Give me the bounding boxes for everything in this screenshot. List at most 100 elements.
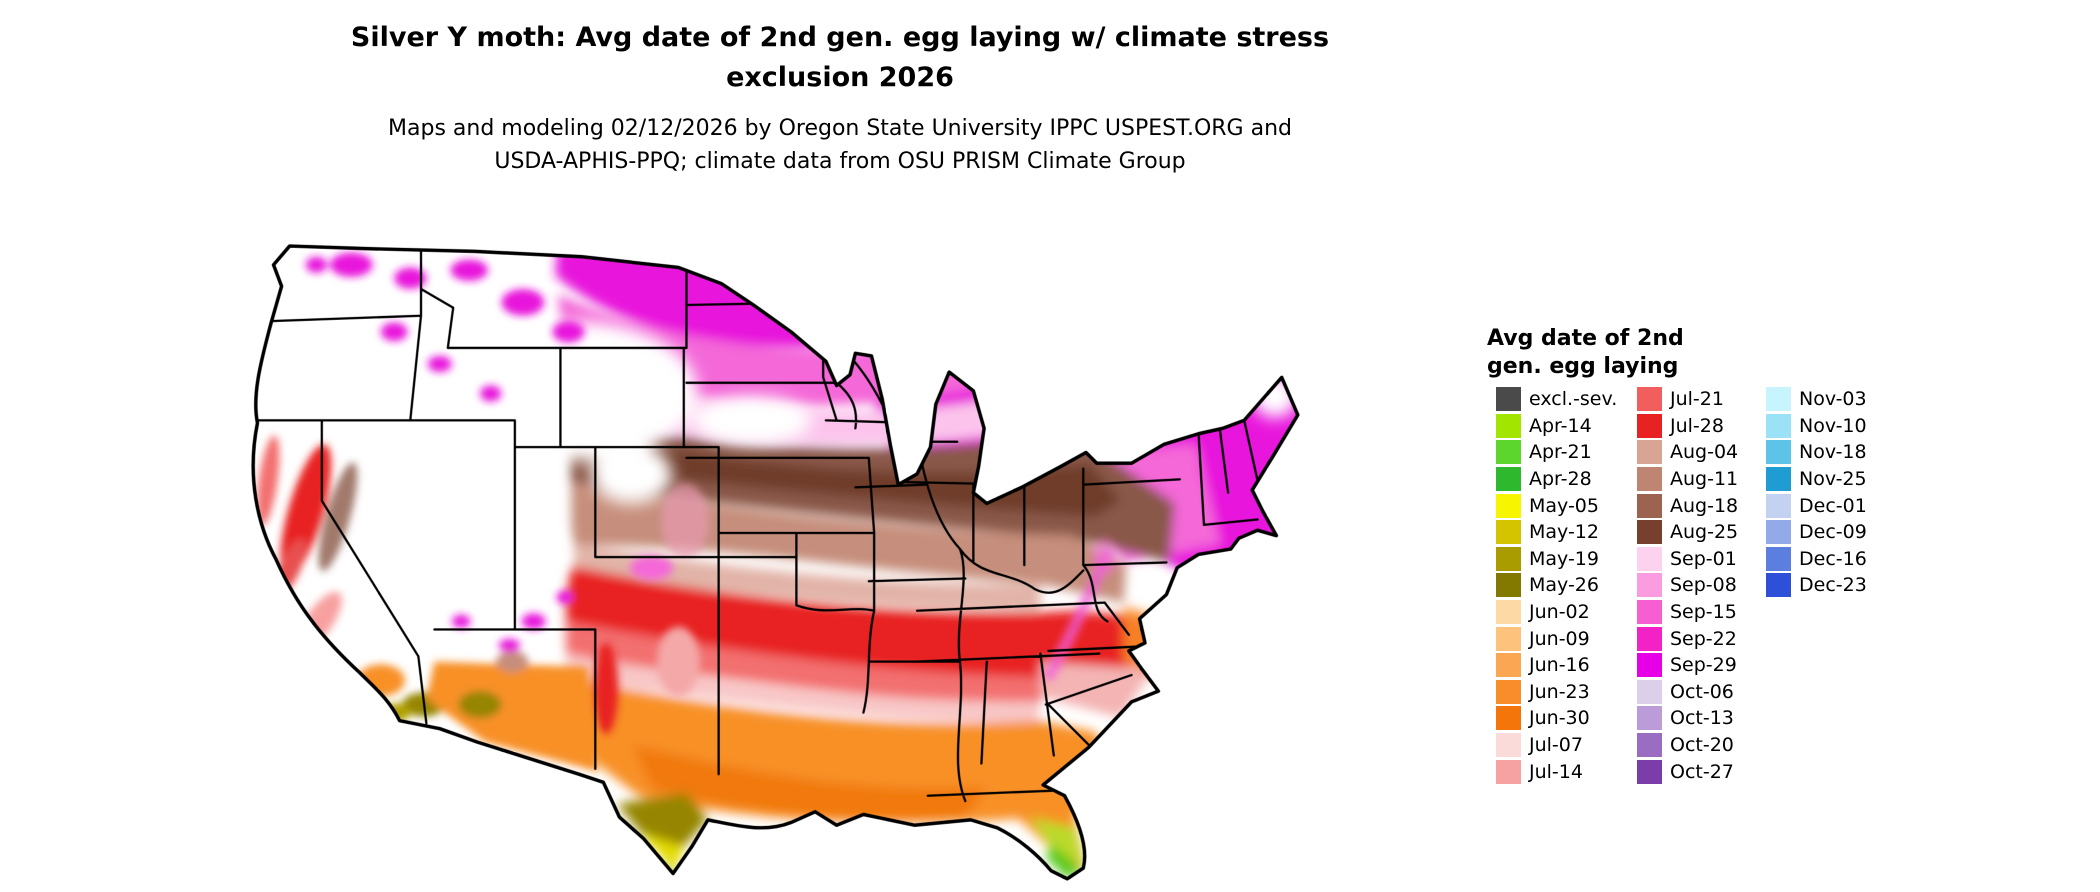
legend-entry-label: Jun-09 — [1529, 627, 1590, 650]
legend-title: Avg date of 2nd gen. egg laying — [1487, 325, 1787, 381]
legend-entry-label: Sep-08 — [1670, 574, 1737, 597]
legend-entry: Jul-07 — [1496, 732, 1617, 759]
legend-entry-label: Sep-29 — [1670, 654, 1737, 677]
legend-entry: Jun-09 — [1496, 625, 1617, 652]
legend-entry: excl.-sev. — [1496, 386, 1617, 413]
legend-swatch — [1496, 626, 1521, 651]
legend-entry-label: Oct-27 — [1670, 760, 1734, 783]
legend-entry-label: May-12 — [1529, 521, 1599, 544]
legend-swatch — [1496, 573, 1521, 598]
legend-entry: Dec-01 — [1766, 492, 1867, 519]
legend-swatch — [1496, 467, 1521, 492]
legend-column-3: Nov-03 Nov-10 Nov-18 Nov-25 Dec-01 Dec-09 Dec-… — [1766, 386, 1867, 599]
map-band-layer — [555, 245, 1298, 879]
legend-swatch — [1496, 759, 1521, 784]
legend-entry: Oct-13 — [1637, 705, 1738, 732]
us-map — [236, 218, 1456, 884]
legend-entry: Sep-15 — [1637, 599, 1738, 626]
legend-entry: Jul-21 — [1637, 386, 1738, 413]
legend-entry: May-26 — [1496, 572, 1617, 599]
legend-entry-label: Dec-01 — [1799, 494, 1867, 517]
legend-entry-label: Aug-11 — [1670, 468, 1739, 491]
legend-entry: Nov-25 — [1766, 466, 1867, 493]
legend-entry-label: Sep-22 — [1670, 627, 1737, 650]
legend-swatch — [1637, 653, 1662, 678]
legend-entry-label: May-26 — [1529, 574, 1599, 597]
legend-entry-label: Dec-16 — [1799, 547, 1867, 570]
legend-swatch — [1496, 440, 1521, 465]
legend-entry-label: Oct-06 — [1670, 680, 1734, 703]
legend-entry-label: Apr-28 — [1529, 468, 1592, 491]
legend-entry: Aug-25 — [1637, 519, 1738, 546]
legend-entry: Sep-01 — [1637, 546, 1738, 573]
legend-swatch — [1496, 546, 1521, 571]
legend-swatch — [1766, 493, 1791, 518]
legend-column-1: excl.-sev. Apr-14 Apr-21 Apr-28 May-05 May-12… — [1496, 386, 1617, 785]
title-line-2: exclusion 2026 — [726, 62, 954, 93]
legend-entry-label: Nov-03 — [1799, 388, 1867, 411]
legend-entry: Oct-06 — [1637, 679, 1738, 706]
legend-entry-label: Sep-01 — [1670, 547, 1737, 570]
legend-swatch — [1637, 413, 1662, 438]
legend-entry: Oct-20 — [1637, 732, 1738, 759]
legend-entry: Apr-28 — [1496, 466, 1617, 493]
legend-entry-label: Apr-21 — [1529, 441, 1592, 464]
legend-entry: Jul-28 — [1637, 413, 1738, 440]
legend-entry: Jun-23 — [1496, 679, 1617, 706]
us-outline — [251, 244, 1300, 881]
subtitle-line-1: Maps and modeling 02/12/2026 by Oregon S… — [388, 116, 1292, 141]
title-line-1: Silver Y moth: Avg date of 2nd gen. egg … — [350, 22, 1330, 53]
legend-entry: Sep-22 — [1637, 625, 1738, 652]
legend-swatch — [1637, 440, 1662, 465]
legend-entry-label: Nov-25 — [1799, 468, 1867, 491]
legend-entry-label: Dec-09 — [1799, 521, 1867, 544]
legend-swatch — [1766, 467, 1791, 492]
legend-entry-label: Jul-21 — [1670, 388, 1724, 411]
legend-entry: Sep-08 — [1637, 572, 1738, 599]
legend-entry-label: Jun-02 — [1529, 601, 1590, 624]
legend-swatch — [1496, 520, 1521, 545]
legend-swatch — [1496, 413, 1521, 438]
legend-entry-label: Sep-15 — [1670, 601, 1737, 624]
legend-swatch — [1637, 387, 1662, 412]
legend-entry: Dec-16 — [1766, 546, 1867, 573]
legend-swatch — [1766, 440, 1791, 465]
legend-entry-label: Oct-20 — [1670, 734, 1734, 757]
legend-swatch — [1637, 679, 1662, 704]
legend-swatch — [1496, 653, 1521, 678]
legend-entry: Oct-27 — [1637, 758, 1738, 785]
legend-entry: Nov-10 — [1766, 413, 1867, 440]
legend-swatch — [1637, 759, 1662, 784]
legend-entry-label: May-05 — [1529, 494, 1599, 517]
legend-entry-label: Aug-04 — [1670, 441, 1739, 464]
legend-entry: Nov-03 — [1766, 386, 1867, 413]
legend-entry-label: Nov-10 — [1799, 414, 1867, 437]
legend-swatch — [1637, 493, 1662, 518]
legend-column-2: Jul-21 Jul-28 Aug-04 Aug-11 Aug-18 Aug-25 Sep-… — [1637, 386, 1738, 785]
state-borders — [256, 250, 1262, 803]
legend-entry: Jun-02 — [1496, 599, 1617, 626]
legend-entry: Jun-30 — [1496, 705, 1617, 732]
legend-swatch — [1496, 600, 1521, 625]
legend-title-line-2: gen. egg laying — [1487, 354, 1679, 379]
legend-entry: Sep-29 — [1637, 652, 1738, 679]
legend-entry-label: Jun-30 — [1529, 707, 1590, 730]
legend-entry: Jul-14 — [1496, 758, 1617, 785]
legend-entry-label: May-19 — [1529, 547, 1599, 570]
legend-title-line-1: Avg date of 2nd — [1487, 326, 1684, 351]
legend-entry-label: Jun-23 — [1529, 680, 1590, 703]
legend-swatch — [1496, 679, 1521, 704]
legend-swatch — [1637, 600, 1662, 625]
legend-entry: May-12 — [1496, 519, 1617, 546]
legend-swatch — [1637, 706, 1662, 731]
us-map-svg — [251, 244, 1300, 881]
legend-entry-label: Jul-14 — [1529, 760, 1583, 783]
legend-swatch — [1766, 546, 1791, 571]
legend-entry-label: Apr-14 — [1529, 414, 1592, 437]
map-fill-layers — [253, 245, 1298, 879]
legend-entry-label: Jul-07 — [1529, 734, 1583, 757]
legend-entry: Dec-09 — [1766, 519, 1867, 546]
legend-swatch — [1766, 573, 1791, 598]
legend-swatch — [1496, 387, 1521, 412]
